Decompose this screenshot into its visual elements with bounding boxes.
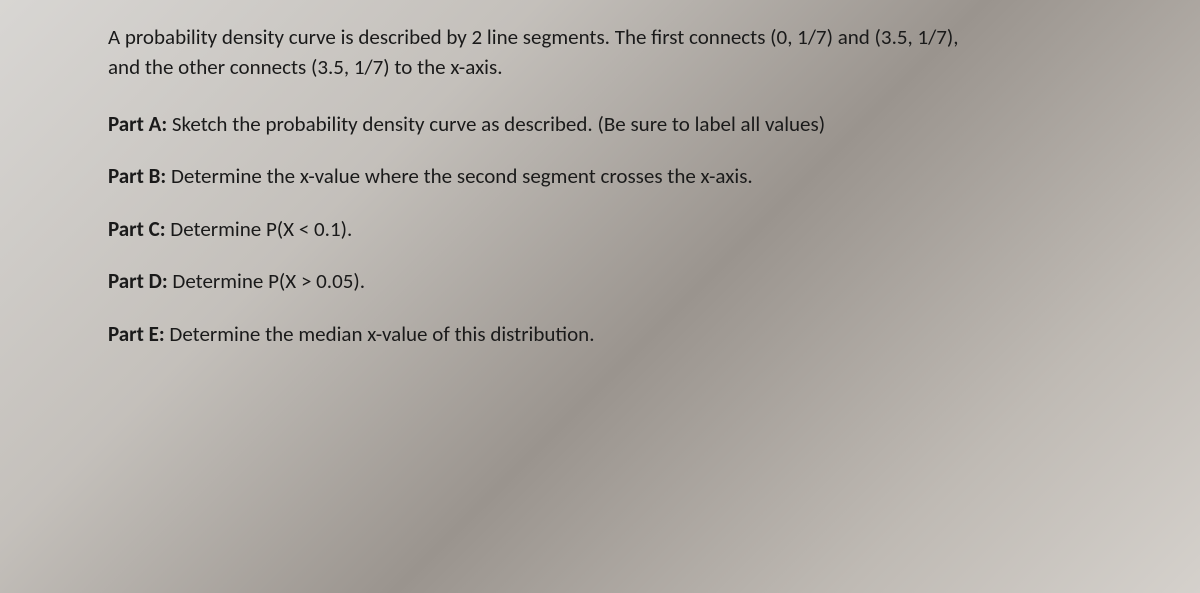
part-c: Part C: Determine P(X < 0.1).: [108, 214, 1128, 244]
part-a-text: Sketch the probability density curve as …: [167, 111, 825, 137]
problem-intro: A probability density curve is described…: [108, 22, 1128, 83]
part-d-label: Part D:: [108, 268, 168, 294]
part-e: Part E: Determine the median x-value of …: [108, 319, 1128, 349]
part-d: Part D: Determine P(X > 0.05).: [108, 266, 1128, 296]
part-d-text: Determine P(X > 0.05).: [168, 268, 365, 294]
part-e-label: Part E:: [108, 321, 165, 347]
part-b: Part B: Determine the x-value where the …: [108, 161, 1128, 191]
part-c-label: Part C:: [108, 216, 166, 242]
part-a: Part A: Sketch the probability density c…: [108, 109, 1128, 139]
part-a-label: Part A:: [108, 111, 167, 137]
part-c-text: Determine P(X < 0.1).: [166, 216, 353, 242]
part-b-label: Part B:: [108, 163, 166, 189]
problem-page: A probability density curve is described…: [108, 22, 1128, 371]
part-b-text: Determine the x-value where the second s…: [166, 163, 753, 189]
intro-line-2: and the other connects (3.5, 1/7) to the…: [108, 54, 503, 80]
intro-line-1: A probability density curve is described…: [108, 24, 959, 50]
part-e-text: Determine the median x-value of this dis…: [165, 321, 595, 347]
